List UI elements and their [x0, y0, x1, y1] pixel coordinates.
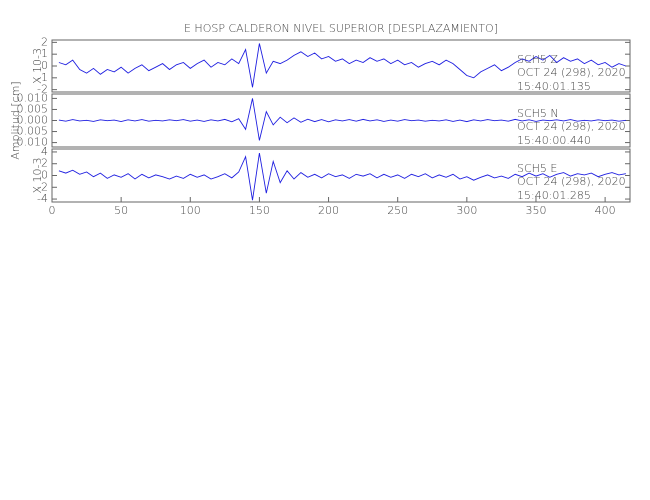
time-label: 15:40:01.135	[517, 80, 591, 93]
x-tick-label: 100	[180, 204, 201, 217]
y-tick-label: -4	[37, 192, 48, 205]
x-tick-label: 50	[114, 204, 128, 217]
station-label: SCH5 N	[517, 107, 559, 120]
y-tick-label: -1	[37, 71, 48, 84]
time-label: 15:40:01.285	[517, 189, 591, 202]
trace	[58, 98, 626, 141]
y-tick-label: 0	[41, 169, 48, 182]
x-tick-label: 0	[49, 204, 56, 217]
x-tick-label: 200	[318, 204, 339, 217]
date-label: OCT 24 (298), 2020	[517, 66, 626, 79]
trace	[58, 153, 626, 201]
x-tick-label: 250	[387, 204, 408, 217]
date-label: OCT 24 (298), 2020	[517, 120, 626, 133]
time-label: 15:40:00.440	[517, 134, 591, 147]
axis-note: X 10-3	[31, 158, 44, 194]
y-tick-label: 0.010	[17, 91, 49, 104]
date-label: OCT 24 (298), 2020	[517, 175, 626, 188]
y-tick-label: 0.010	[17, 136, 49, 149]
y-tick-label: 0.005	[17, 102, 49, 115]
y-tick-label: -2	[37, 83, 48, 96]
station-label: SCH5 E	[517, 162, 557, 175]
y-tick-label: 0.000	[17, 114, 49, 127]
y-tick-label: 0.005	[17, 125, 49, 138]
trace	[58, 43, 627, 88]
axis-note: X 10-3	[31, 48, 44, 84]
y-tick-label: 1	[41, 47, 48, 60]
chart-title: E HOSP CALDERON NIVEL SUPERIOR [DESPLAZA…	[184, 22, 498, 35]
x-tick-label: 150	[249, 204, 270, 217]
x-tick-label: 300	[456, 204, 477, 217]
x-tick-label: 400	[595, 204, 616, 217]
y-tick-label: 2	[41, 35, 48, 48]
y-axis-label: Amplitud [cm]	[9, 81, 22, 159]
y-tick-label: 4	[41, 145, 48, 158]
y-tick-label: -2	[37, 180, 48, 193]
x-tick-label: 350	[525, 204, 546, 217]
y-tick-label: 2	[41, 157, 48, 170]
station-label: SCH5 Z	[517, 53, 558, 66]
y-tick-label: 0	[41, 59, 48, 72]
